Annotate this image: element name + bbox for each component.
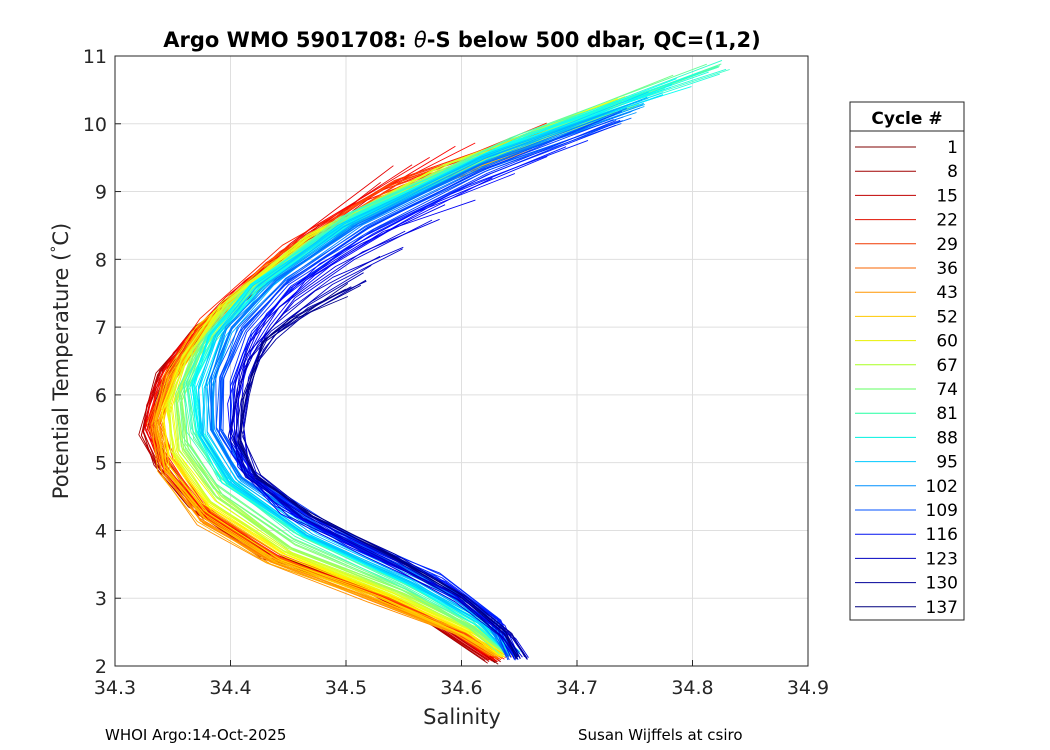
y-axis-label-part-1: Potential Temperature ( xyxy=(49,253,73,500)
profile-lines xyxy=(138,59,730,665)
chart-title: Argo WMO 5901708: θ-S below 500 dbar, QC… xyxy=(163,28,760,52)
profile-line xyxy=(161,98,618,658)
legend-label: 116 xyxy=(926,525,958,545)
legend-items: 1 8 15 22 29 36 43 52 60 67 74 81 88 95 102 109 116 123 13… xyxy=(855,138,958,618)
y-tick-label: 4 xyxy=(95,520,107,542)
axis-ticks: 34.3 34.4 34.5 34.6 34.7 34.8 34.9 2 3 4 5 6 7 8 9 10 11 xyxy=(83,46,829,699)
y-axis-label-part-2: C) xyxy=(49,223,73,246)
legend-label: 95 xyxy=(936,453,958,473)
y-axis-label: Potential Temperature (°C) xyxy=(49,223,73,499)
profile-line xyxy=(168,95,628,657)
legend-label: 1 xyxy=(947,138,958,158)
profile-line xyxy=(229,139,589,658)
chart-title-part-2: -S below 500 dbar, QC=(1,2) xyxy=(427,28,761,52)
profile-line xyxy=(186,59,723,653)
legend-label: 81 xyxy=(936,404,958,424)
y-tick-label: 9 xyxy=(95,182,107,204)
legend-label: 137 xyxy=(926,598,958,618)
x-tick-label: 34.4 xyxy=(209,677,251,699)
profile-line xyxy=(239,288,517,660)
legend-label: 88 xyxy=(936,428,958,448)
y-tick-label: 7 xyxy=(95,317,107,339)
legend-box xyxy=(849,101,965,621)
x-tick-label: 34.6 xyxy=(440,677,482,699)
x-tick-label: 34.8 xyxy=(671,677,713,699)
y-tick-label: 11 xyxy=(83,46,107,68)
y-tick-label: 6 xyxy=(95,385,107,407)
legend-label: 52 xyxy=(936,307,958,327)
legend-label: 29 xyxy=(936,235,958,255)
profile-line xyxy=(168,100,630,656)
legend-label: 109 xyxy=(926,501,958,521)
profile-line xyxy=(229,265,520,658)
chart-title-part-1: Argo WMO 5901708: xyxy=(163,28,414,52)
footer-credit: Susan Wijffels at csiro xyxy=(578,726,743,744)
legend-title: Cycle # xyxy=(871,109,942,129)
x-tick-label: 34.7 xyxy=(556,677,598,699)
x-tick-label: 34.3 xyxy=(94,677,136,699)
y-tick-label: 2 xyxy=(95,656,107,678)
profile-line xyxy=(182,66,718,655)
legend-label: 130 xyxy=(926,574,958,594)
profile-line xyxy=(242,284,528,659)
legend-label: 102 xyxy=(926,477,958,497)
legend-label: 60 xyxy=(936,332,958,352)
profile-line xyxy=(197,104,646,655)
legend-label: 8 xyxy=(947,162,958,182)
x-tick-label: 34.9 xyxy=(787,677,829,699)
profile-line xyxy=(229,120,621,660)
legend-label: 22 xyxy=(936,211,958,231)
legend-label: 36 xyxy=(936,259,958,279)
y-axis-label-degree: ° xyxy=(49,246,65,253)
legend-label: 15 xyxy=(936,186,958,206)
x-axis-label: Salinity xyxy=(423,705,501,729)
y-tick-label: 5 xyxy=(95,453,107,475)
y-tick-label: 8 xyxy=(95,249,107,271)
profile-line xyxy=(183,66,720,652)
profile-line xyxy=(201,99,643,657)
legend-label: 123 xyxy=(926,549,958,569)
chart-title-theta: θ xyxy=(414,28,427,52)
legend: Cycle # 1 8 15 22 29 36 43 52 60 67 74 81 88 95 102 109… xyxy=(849,101,965,621)
legend-label: 67 xyxy=(936,356,958,376)
x-tick-label: 34.5 xyxy=(325,677,367,699)
profile-line xyxy=(198,97,649,653)
legend-label: 43 xyxy=(936,283,958,303)
legend-label: 74 xyxy=(936,380,958,400)
y-tick-label: 3 xyxy=(95,588,107,610)
y-tick-label: 10 xyxy=(83,114,107,136)
footer-source: WHOI Argo:14-Oct-2025 xyxy=(105,726,287,744)
